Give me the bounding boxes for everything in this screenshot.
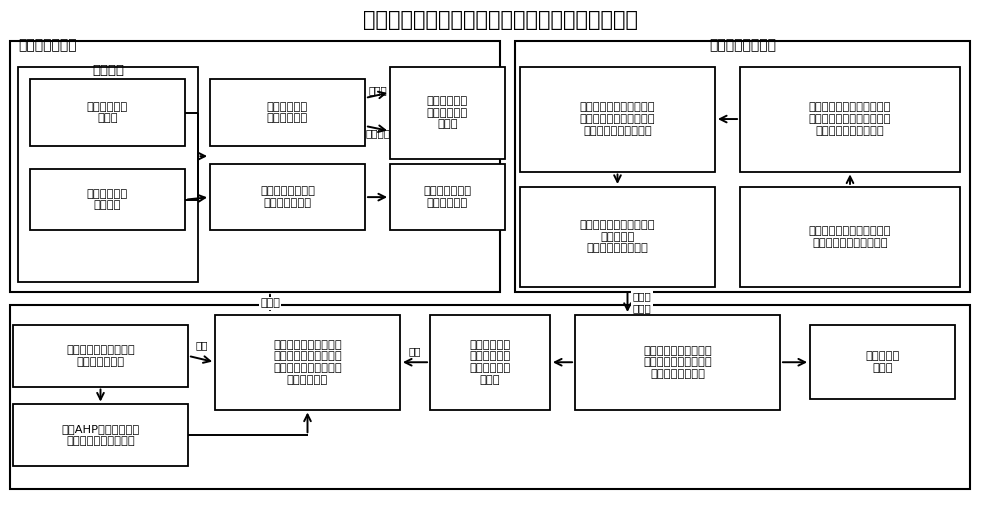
Bar (10, 305, 970, 489)
Bar (390, 67, 505, 159)
Text: 记录客户在指定时间段内启
动训练的时间点，获得该客
户的个体人脸变化曲线: 记录客户在指定时间段内启 动训练的时间点，获得该客 户的个体人脸变化曲线 (809, 102, 891, 136)
Text: 整合所有年龄段的普适人
脸变化曲线
，获取人生渐变曲线: 整合所有年龄段的普适人 脸变化曲线 ，获取人生渐变曲线 (580, 220, 655, 253)
Bar (215, 315, 400, 410)
Text: 首次使用系统
的客户: 首次使用系统 的客户 (87, 102, 128, 123)
Bar (520, 187, 715, 287)
Bar (18, 67, 198, 282)
Bar (575, 315, 780, 410)
Text: 相似度: 相似度 (260, 298, 280, 308)
Bar (520, 67, 715, 172)
Bar (740, 67, 960, 172)
Bar (740, 187, 960, 287)
Bar (30, 79, 185, 146)
Bar (10, 41, 500, 292)
Text: 根据相似度决定
是否丢弃相片: 根据相似度决定 是否丢弃相片 (423, 186, 472, 208)
Text: 根据人生渐变曲线计算
下一启动人脸识别特征
值重训练的时间点: 根据人生渐变曲线计算 下一启动人脸识别特征 值重训练的时间点 (643, 346, 712, 379)
Text: 时间: 时间 (409, 346, 421, 356)
Bar (390, 164, 505, 230)
Text: 主观: 主观 (195, 339, 208, 350)
Text: 周期性采集客户相
片并标记时间戳: 周期性采集客户相 片并标记时间戳 (260, 186, 315, 208)
Text: 非首次使用系
统的客户: 非首次使用系 统的客户 (87, 189, 128, 210)
Text: 加上偏移量，
调整启动时间
点，适应个体
化差异: 加上偏移量， 调整启动时间 点，适应个体 化差异 (469, 340, 511, 385)
Bar (810, 325, 955, 399)
Bar (515, 41, 970, 292)
Bar (210, 164, 365, 230)
Bar (210, 79, 365, 146)
Text: 达到阈值: 达到阈值 (365, 129, 390, 139)
Bar (13, 404, 188, 466)
Text: 基于相似度、时间和客
户主观意愿三个维度，
判断是否启动新一轮的
标准照重训练: 基于相似度、时间和客 户主观意愿三个维度， 判断是否启动新一轮的 标准照重训练 (273, 340, 342, 385)
Text: 收集的相片全
部存至数据库: 收集的相片全 部存至数据库 (267, 102, 308, 123)
Bar (430, 315, 550, 410)
Text: 一种基于人脸渐变曲线的人脸识别数据库更新方法: 一种基于人脸渐变曲线的人脸识别数据库更新方法 (362, 10, 638, 31)
Text: 数据库相片更新: 数据库相片更新 (18, 38, 77, 52)
Text: 根据相似度决定是否启动人
脸特征重训练更新标准照: 根据相似度决定是否启动人 脸特征重训练更新标准照 (809, 226, 891, 248)
Bar (30, 169, 185, 230)
Text: 拟合同年龄段不同客户的
人脸变化曲线获得该年龄
段的普适人脸变化曲线: 拟合同年龄段不同客户的 人脸变化曲线获得该年龄 段的普适人脸变化曲线 (580, 102, 655, 136)
Text: 启动人脸识别
特征训练获得
标准照: 启动人脸识别 特征训练获得 标准照 (427, 96, 468, 129)
Text: 标准照重训
练启动: 标准照重训 练启动 (865, 351, 900, 373)
Text: 客户通过指纹等其他生
物特征主观确认: 客户通过指纹等其他生 物特征主观确认 (66, 345, 135, 367)
Text: 通过AHP计算每一用于
训练标准照的相片权重: 通过AHP计算每一用于 训练标准照的相片权重 (61, 424, 140, 446)
Text: 客户群体: 客户群体 (92, 64, 124, 77)
Text: 相片量: 相片量 (368, 86, 387, 95)
Text: 人生渐
变曲线: 人生渐 变曲线 (633, 291, 651, 313)
Text: 人生渐变曲线训练: 人生渐变曲线训练 (709, 38, 776, 52)
Bar (13, 325, 188, 387)
